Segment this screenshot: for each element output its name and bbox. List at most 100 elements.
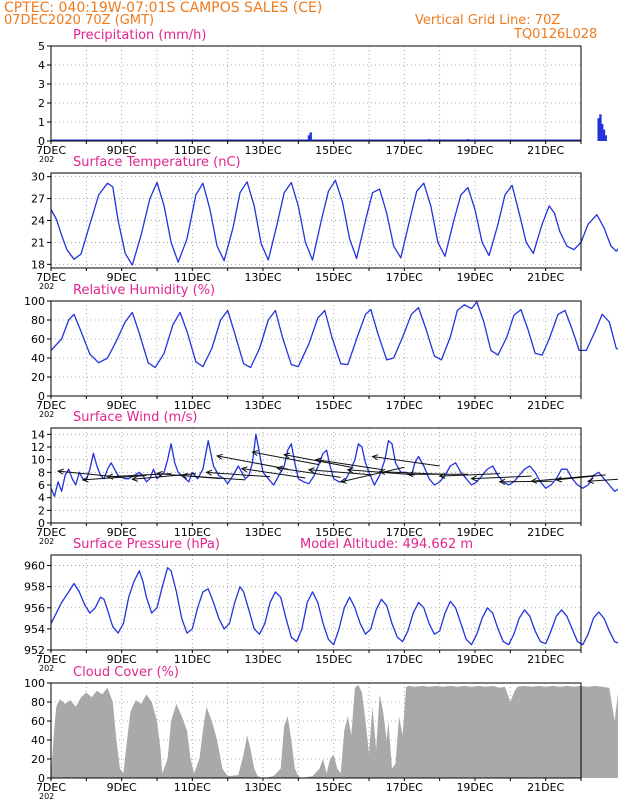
- x-tick-label: 17DEC: [386, 653, 423, 666]
- y-tick-label: 954: [24, 623, 45, 636]
- x-tick-label: 19DEC: [456, 653, 493, 666]
- x-tick-label: 17DEC: [386, 526, 423, 539]
- wind-arrow-head: [498, 478, 506, 485]
- x-tick-label: 9DEC: [107, 526, 137, 539]
- x-tick-label: 19DEC: [456, 271, 493, 284]
- wind-arrow-head: [438, 472, 446, 479]
- x-tick-label: 9DEC: [107, 144, 137, 157]
- x-tick-label: 13DEC: [244, 144, 281, 157]
- wind-line: [50, 433, 618, 498]
- x-tick-label: 21DEC: [527, 526, 564, 539]
- wind-arrow-head: [131, 475, 139, 482]
- x-tick-label: 15DEC: [315, 144, 352, 157]
- wind-arrow-head: [530, 477, 538, 484]
- y-tick-label: 0: [38, 390, 45, 403]
- y-tick-label: 21: [31, 236, 45, 249]
- title-wind: Surface Wind (m/s): [73, 410, 198, 425]
- wind-arrow: [277, 467, 341, 478]
- panel-frame: [50, 682, 582, 779]
- precip-bar: [309, 132, 312, 141]
- wind-arrow: [241, 468, 306, 479]
- x-tick-label: 17DEC: [386, 399, 423, 412]
- header-code: TQ0126L028: [514, 27, 598, 42]
- wind-arrow: [372, 456, 440, 467]
- x-year-label: 202: [39, 664, 54, 673]
- x-tick-label: 13DEC: [244, 271, 281, 284]
- wind-arrow-head: [56, 468, 64, 475]
- wind-arrow: [206, 471, 271, 478]
- y-tick-label: 6: [38, 479, 45, 492]
- x-tick-label: 17DEC: [386, 781, 423, 794]
- x-tick-label: 11DEC: [174, 653, 211, 666]
- x-year-label: 202: [39, 282, 54, 291]
- wind-arrow: [216, 455, 288, 470]
- wind-arrow-head: [251, 450, 259, 457]
- title-precipitation: Precipitation (mm/h): [73, 28, 207, 43]
- temp-line: [50, 179, 618, 266]
- x-tick-label: 19DEC: [456, 781, 493, 794]
- panel-frame: [50, 554, 582, 651]
- y-tick-label: 18: [31, 258, 45, 271]
- x-tick-label: 13DEC: [244, 399, 281, 412]
- wind-arrow: [439, 473, 500, 477]
- y-tick-label: 80: [31, 696, 45, 709]
- x-year-label: 202: [39, 155, 54, 164]
- y-tick-label: 0: [38, 135, 45, 148]
- y-tick-label: 20: [31, 753, 45, 766]
- wind-arrow: [252, 451, 320, 466]
- y-tick-label: 0: [38, 772, 45, 785]
- y-tick-label: 14: [31, 428, 45, 441]
- x-tick-label: 9DEC: [107, 653, 137, 666]
- x-tick-label: 15DEC: [315, 781, 352, 794]
- wind-arrow-head: [307, 467, 315, 474]
- y-tick-label: 10: [31, 454, 45, 467]
- y-tick-label: 958: [24, 581, 45, 594]
- y-tick-label: 0: [38, 517, 45, 530]
- header-station-line: CPTEC: 040:19W-07:01S CAMPOS SALES (CE): [4, 0, 323, 16]
- y-tick-label: 1: [38, 116, 45, 129]
- cloud-area: [51, 684, 618, 778]
- y-tick-label: 2: [38, 97, 45, 110]
- wind-arrow: [588, 478, 618, 482]
- y-tick-label: 5: [38, 40, 45, 53]
- pressure-line: [50, 567, 618, 646]
- x-tick-label: 21DEC: [527, 781, 564, 794]
- wind-arrow-head: [371, 454, 379, 461]
- wind-arrow-head: [155, 470, 163, 478]
- y-tick-label: 24: [31, 215, 45, 228]
- y-tick-label: 3: [38, 78, 45, 91]
- x-tick-label: 13DEC: [244, 526, 281, 539]
- x-tick-label: 7DEC: [36, 271, 66, 284]
- x-tick-label: 9DEC: [107, 781, 137, 794]
- x-tick-label: 17DEC: [386, 271, 423, 284]
- precip-bar: [307, 135, 311, 141]
- x-tick-label: 21DEC: [527, 144, 564, 157]
- title-humidity: Relative Humidity (%): [73, 283, 216, 298]
- wind-arrow: [499, 480, 553, 483]
- panel-frame: [50, 427, 582, 524]
- title-temperature: Surface Temperature (nC): [73, 155, 241, 170]
- wind-arrow: [308, 469, 373, 476]
- y-tick-label: 60: [31, 333, 45, 346]
- x-tick-label: 9DEC: [107, 271, 137, 284]
- header-grid-line: Vertical Grid Line: 70Z: [415, 13, 561, 28]
- precip-bar: [604, 135, 607, 141]
- x-tick-label: 11DEC: [174, 526, 211, 539]
- x-tick-label: 13DEC: [244, 781, 281, 794]
- panel-frame: [50, 45, 582, 142]
- x-tick-label: 19DEC: [456, 144, 493, 157]
- wind-arrow-head: [314, 457, 322, 464]
- wind-arrow-head: [378, 468, 386, 475]
- wind-arrow-head: [586, 477, 594, 484]
- wind-arrow: [315, 459, 384, 471]
- header-date-line: 07DEC2020 70Z (GMT): [4, 13, 155, 28]
- x-tick-label: 13DEC: [244, 653, 281, 666]
- wind-arrow: [471, 475, 532, 480]
- x-tick-label: 11DEC: [174, 399, 211, 412]
- y-tick-label: 60: [31, 715, 45, 728]
- x-tick-label: 11DEC: [174, 144, 211, 157]
- wind-arrow: [82, 475, 147, 481]
- x-tick-label: 15DEC: [315, 653, 352, 666]
- x-tick-label: 19DEC: [456, 399, 493, 412]
